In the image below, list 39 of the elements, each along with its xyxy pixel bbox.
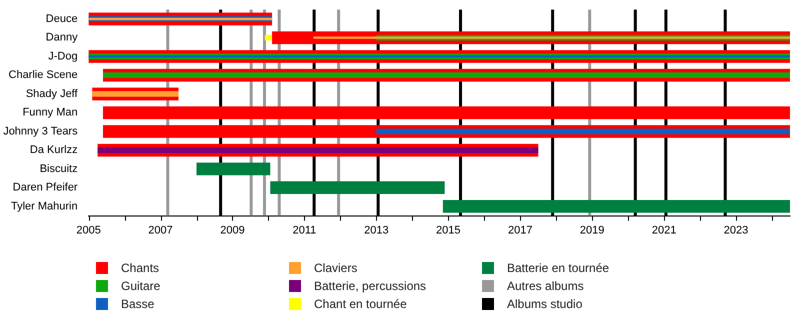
legend-label: Batterie en tournée bbox=[507, 261, 610, 275]
x-tick-label: 2015 bbox=[436, 224, 461, 236]
y-tick-label: Shady Jeff bbox=[26, 88, 79, 100]
y-tick-label: Danny bbox=[46, 32, 78, 44]
y-tick-label: J-Dog bbox=[48, 50, 78, 62]
x-tick-label: 2021 bbox=[652, 224, 676, 236]
y-tick-label: Charlie Scene bbox=[8, 69, 78, 82]
bar bbox=[196, 162, 270, 176]
y-tick-label: Da Kurlzz bbox=[30, 144, 78, 156]
y-tick-label: Daren Pfeifer bbox=[12, 182, 78, 194]
bar bbox=[98, 147, 538, 154]
bar bbox=[376, 128, 790, 134]
legend-label: Claviers bbox=[314, 261, 358, 275]
legend-label: Autres albums bbox=[507, 279, 584, 293]
legend-label: Guitare bbox=[121, 279, 160, 293]
x-tick-label: 2011 bbox=[292, 224, 316, 236]
x-tick-label: 2005 bbox=[76, 224, 101, 236]
y-tick-label: Funny Man bbox=[22, 106, 78, 119]
bar bbox=[442, 200, 790, 213]
bar bbox=[313, 36, 790, 39]
bar bbox=[270, 181, 445, 194]
bar bbox=[102, 72, 790, 78]
y-tick-label: Tyler Mahurin bbox=[10, 200, 78, 212]
x-tick-label: 2013 bbox=[364, 224, 389, 236]
legend-label: Chants bbox=[121, 261, 160, 275]
y-tick-label: Johnny 3 Tears bbox=[3, 125, 78, 138]
bar bbox=[102, 106, 790, 120]
x-tick-label: 2009 bbox=[220, 224, 245, 236]
x-tick-label: 2007 bbox=[148, 224, 173, 236]
x-tick-label: 2023 bbox=[724, 224, 748, 236]
x-tick-label: 2017 bbox=[508, 224, 532, 236]
legend-label: Albums studio bbox=[507, 297, 582, 311]
y-tick-label: Biscuitz bbox=[40, 162, 78, 175]
bar bbox=[264, 34, 272, 41]
x-tick-label: 2019 bbox=[580, 224, 604, 236]
y-tick-label: Deuce bbox=[46, 13, 78, 26]
legend-label: Chant en tournée bbox=[314, 297, 407, 311]
legend-label: Batterie, percussions bbox=[314, 279, 426, 293]
legend-label: Basse bbox=[121, 297, 154, 311]
